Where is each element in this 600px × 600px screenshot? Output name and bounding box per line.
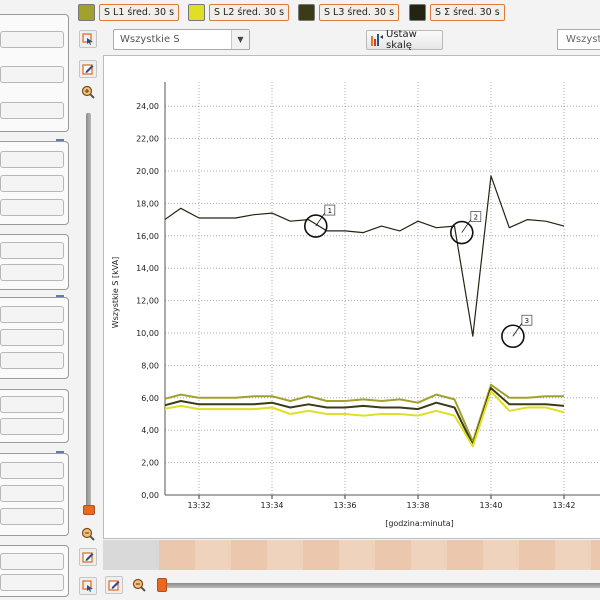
- y-tick-label: 24,00: [136, 102, 159, 111]
- left-field[interactable]: [0, 102, 64, 119]
- left-field[interactable]: [0, 553, 64, 570]
- marker-label-box: [324, 204, 336, 216]
- left-field[interactable]: [0, 199, 64, 216]
- left-field[interactable]: [0, 175, 64, 192]
- left-field[interactable]: [0, 264, 64, 281]
- legend-item-sum[interactable]: S Σ śred. 30 s: [409, 3, 505, 22]
- y-axis-label: Wszystkie S [kVA]: [111, 257, 120, 329]
- edit-icon[interactable]: [105, 576, 123, 594]
- left-field[interactable]: [0, 242, 64, 259]
- secondary-select[interactable]: Wszystk: [557, 29, 600, 50]
- marker-label-box: [521, 314, 533, 326]
- legend-item-l3[interactable]: S L3 śred. 30 s: [298, 3, 400, 22]
- legend-swatch: [78, 4, 95, 21]
- marker-label: 1: [328, 207, 332, 215]
- left-field[interactable]: [0, 462, 64, 479]
- timeline-segment: [159, 540, 600, 570]
- marker-label: 2: [474, 214, 478, 222]
- marker-circle: [304, 214, 328, 238]
- vertical-scale-slider-thumb[interactable]: [83, 505, 95, 515]
- x-tick-label: 13:38: [406, 501, 429, 510]
- left-field[interactable]: [0, 396, 64, 413]
- set-scale-label: Ustaw skalę: [386, 29, 417, 51]
- y-tick-label: 6,00: [141, 394, 159, 403]
- legend-item-l1[interactable]: S L1 śred. 30 s: [78, 3, 180, 22]
- left-field[interactable]: [0, 352, 64, 369]
- left-field[interactable]: [0, 306, 64, 323]
- series-select[interactable]: Wszystkie S ▼: [113, 29, 250, 50]
- legend-label: S L1 śred. 30 s: [99, 4, 180, 21]
- horizontal-zoom-slider-thumb[interactable]: [157, 578, 167, 592]
- y-tick-label: 16,00: [136, 232, 159, 241]
- marker-label-box: [470, 211, 482, 222]
- line-chart[interactable]: 0,00 2,00 4,00 6,00 8,00 10,00 12,00 14,00 16,00…: [104, 56, 600, 540]
- series-line-3: [165, 387, 565, 446]
- series-select-value: Wszystkie S: [120, 34, 180, 45]
- y-tick-label: 10,00: [136, 329, 159, 338]
- legend-label: S L2 śred. 30 s: [209, 4, 290, 21]
- left-field[interactable]: [0, 31, 64, 48]
- marker-circle: [501, 324, 525, 349]
- group-header-mark: [56, 139, 64, 141]
- x-tick-label: 13:40: [479, 501, 502, 510]
- y-tick-label: 20,00: [136, 167, 159, 176]
- scale-icon: [370, 33, 384, 47]
- vertical-scale-slider-track[interactable]: [86, 113, 91, 508]
- series-line-1: [165, 383, 564, 443]
- y-tick-label: 4,00: [141, 426, 159, 435]
- set-scale-button[interactable]: Ustaw skalę: [366, 29, 443, 51]
- zoom-in-icon[interactable]: [79, 83, 97, 101]
- marker-leader: [315, 212, 326, 227]
- timeline-segment: [103, 540, 159, 570]
- marker-leader: [461, 219, 472, 233]
- timeline-overview[interactable]: [103, 540, 600, 570]
- legend-swatch: [298, 4, 315, 21]
- x-axis-label: [godzina:minuta]: [385, 519, 454, 528]
- y-tick-label: 12,00: [136, 297, 159, 306]
- left-field[interactable]: [0, 574, 64, 591]
- cursor-tool-icon[interactable]: [79, 577, 97, 595]
- chevron-down-icon[interactable]: ▼: [231, 30, 249, 49]
- x-tick-label: 13:34: [260, 501, 283, 510]
- left-field[interactable]: [0, 508, 64, 525]
- marker-leader: [512, 323, 523, 337]
- edit-icon[interactable]: [79, 548, 97, 566]
- zoom-out-icon[interactable]: [130, 576, 148, 594]
- legend-item-l2[interactable]: S L2 śred. 30 s: [188, 3, 290, 22]
- legend-label: S L3 śred. 30 s: [319, 4, 400, 21]
- y-tick-label: 2,00: [141, 459, 159, 468]
- x-tick-label: 13:42: [552, 501, 575, 510]
- left-field[interactable]: [0, 66, 64, 83]
- horizontal-zoom-slider-track[interactable]: [160, 583, 600, 588]
- cursor-marker: 1: [304, 204, 336, 238]
- cursor-marker: 3: [501, 314, 533, 349]
- legend-swatch: [409, 4, 426, 21]
- chart-panel[interactable]: 0,00 2,00 4,00 6,00 8,00 10,00 12,00 14,00 16,00…: [103, 55, 600, 539]
- secondary-select-value: Wszystk: [566, 34, 600, 45]
- x-tick-label: 13:36: [333, 501, 356, 510]
- series-line-4: [165, 175, 565, 337]
- left-field[interactable]: [0, 485, 64, 502]
- y-tick-label: 22,00: [136, 135, 159, 144]
- cursor-tool-icon[interactable]: [79, 30, 97, 48]
- y-tick-label: 8,00: [141, 361, 159, 370]
- legend-label: S Σ śred. 30 s: [430, 4, 505, 21]
- marker-label: 3: [525, 317, 529, 325]
- group-header-mark: [56, 295, 64, 297]
- x-tick-label: 13:32: [187, 501, 210, 510]
- marker-circle: [449, 220, 474, 245]
- y-tick-label: 14,00: [136, 264, 159, 273]
- left-field[interactable]: [0, 329, 64, 346]
- zoom-out-icon[interactable]: [79, 525, 97, 543]
- y-tick-label: 0,00: [141, 491, 159, 500]
- left-field[interactable]: [0, 151, 64, 168]
- left-field[interactable]: [0, 418, 64, 435]
- legend-swatch: [188, 4, 205, 21]
- cursor-marker: 2: [449, 211, 482, 245]
- group-header-mark: [56, 451, 64, 453]
- edit-icon[interactable]: [79, 60, 97, 78]
- series-line-2: [165, 390, 565, 448]
- y-tick-label: 18,00: [136, 199, 159, 208]
